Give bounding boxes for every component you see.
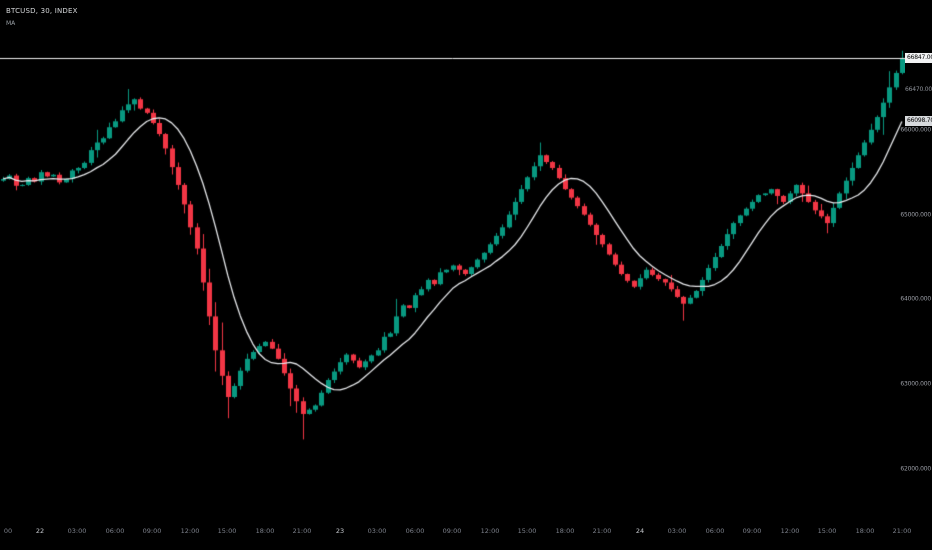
time-axis-label: 06:00 [405, 527, 425, 535]
time-axis-label: 03:00 [667, 527, 687, 535]
time-axis-label: 03:00 [367, 527, 387, 535]
candlestick-chart[interactable] [0, 0, 905, 520]
time-axis-label: 09:00 [142, 527, 162, 535]
ma-indicator-label[interactable]: MA [6, 20, 16, 27]
time-axis-label: 24 [635, 527, 645, 535]
time-axis-label: 09:00 [442, 527, 462, 535]
ma-value-label: 66098.70 [905, 116, 932, 127]
price-axis-label: 66000.000 [900, 126, 931, 134]
time-axis-label: 12:00 [180, 527, 200, 535]
time-axis-label: 18:00 [255, 527, 275, 535]
time-axis-label: 21:00 [592, 527, 612, 535]
price-axis-label: 64000.000 [900, 295, 931, 303]
price-axis-label: 63000.000 [900, 380, 931, 388]
current-price-label: 66847.00 [905, 52, 932, 63]
price-axis-label: 65000.000 [900, 211, 931, 219]
time-axis-label: 21:00 [892, 527, 912, 535]
time-axis-label: 09:00 [742, 527, 762, 535]
symbol-title[interactable]: BTCUSD, 30, INDEX [6, 7, 78, 15]
time-axis-label: 12:00 [480, 527, 500, 535]
time-axis-label: 18:00 [855, 527, 875, 535]
time-axis-label: 12:00 [780, 527, 800, 535]
chart-legend: BTCUSD, 30, INDEX MA [6, 7, 78, 27]
time-axis-label: 21:00 [292, 527, 312, 535]
time-axis-label: 06:00 [705, 527, 725, 535]
price-axis[interactable]: 62000.000 63000.000 64000.000 65000.000 6600… [900, 0, 932, 520]
time-axis-label: 18:00 [555, 527, 575, 535]
time-axis-label: 23 [335, 527, 345, 535]
time-axis[interactable]: 00 22 03:00 06:00 09:00 12:00 15:00 18:00 21:00 2… [0, 520, 912, 550]
time-axis-label: 15:00 [517, 527, 537, 535]
time-axis-label: 15:00 [817, 527, 837, 535]
time-axis-label: 00 [3, 527, 13, 535]
time-axis-label: 03:00 [67, 527, 87, 535]
time-axis-label: 06:00 [105, 527, 125, 535]
price-axis-label: 62000.000 [900, 465, 931, 473]
secondary-price-label: 66470.00 [905, 85, 932, 93]
time-axis-label: 22 [35, 527, 45, 535]
time-axis-label: 15:00 [217, 527, 237, 535]
